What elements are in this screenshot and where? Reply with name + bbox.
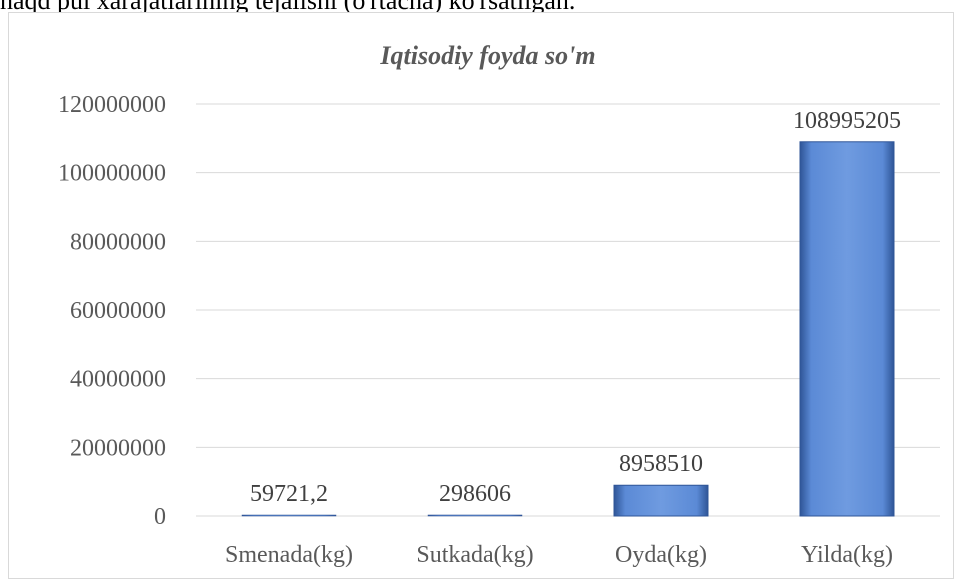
data-labels: 59721,2 298606 8958510 108995205 — [250, 108, 901, 507]
data-label: 298606 — [439, 481, 511, 507]
data-label: 108995205 — [793, 108, 901, 134]
bar — [427, 514, 523, 517]
y-tick-label: 40000000 — [70, 367, 166, 393]
data-label: 59721,2 — [250, 481, 328, 507]
data-label: 8958510 — [619, 451, 703, 477]
category-label: Yilda(kg) — [801, 542, 893, 568]
chart-title: Iqtisodiy foyda so'm — [379, 41, 595, 70]
bars — [241, 141, 895, 517]
y-axis-ticks: 0 20000000 40000000 60000000 80000000 1000000… — [58, 92, 166, 530]
y-tick-label: 60000000 — [70, 298, 166, 324]
bar — [241, 514, 337, 517]
category-label: Sutkada(kg) — [416, 542, 533, 568]
category-label: Oyda(kg) — [615, 542, 707, 568]
chart-frame — [8, 12, 954, 579]
y-tick-label: 120000000 — [58, 92, 166, 118]
category-label: Smenada(kg) — [225, 542, 353, 568]
bar — [799, 141, 895, 517]
y-tick-label: 0 — [154, 504, 166, 530]
bar — [613, 484, 709, 517]
caption-text: naqd pul xarajatlarining tejalishi (o'rt… — [0, 0, 576, 15]
y-tick-label: 20000000 — [70, 435, 166, 461]
category-labels: Smenada(kg) Sutkada(kg) Oyda(kg) Yilda(kg) — [225, 542, 893, 568]
y-tick-label: 80000000 — [70, 229, 166, 255]
y-tick-label: 100000000 — [58, 161, 166, 187]
